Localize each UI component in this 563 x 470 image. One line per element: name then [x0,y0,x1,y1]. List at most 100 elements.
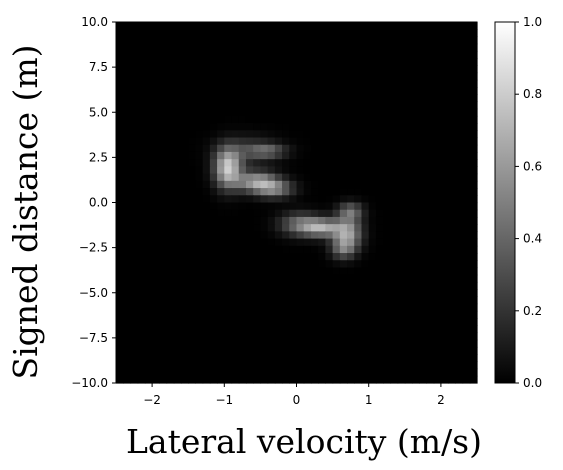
heatmap-cell [397,72,406,81]
heatmap-cell [289,361,298,370]
heatmap-cell [332,195,341,204]
heatmap-cell [274,72,283,81]
heatmap-cell [397,216,406,225]
heatmap-cell [202,115,211,124]
heatmap-cell [339,296,348,305]
heatmap-cell [245,325,254,334]
heatmap-cell [195,195,204,204]
heatmap-cell [426,50,435,59]
heatmap-cell [296,188,305,196]
heatmap-cell [318,29,326,38]
heatmap-cell [310,123,319,131]
heatmap-cell [123,86,132,95]
heatmap-cell [375,289,384,297]
heatmap-cell [238,253,247,261]
heatmap-cell [144,43,153,52]
heatmap-cell [347,65,355,74]
heatmap-cell [245,65,254,74]
heatmap-cell [339,209,348,218]
heatmap-cell [238,339,247,348]
heatmap-cell [440,79,449,88]
heatmap-cell [375,267,384,276]
heatmap-cell [231,325,240,334]
heatmap-cell [375,375,384,384]
heatmap-cell [469,108,478,117]
heatmap-cell [202,209,211,218]
heatmap-cell [361,375,370,384]
heatmap-cell [123,79,132,88]
heatmap-cell [404,260,413,269]
heatmap-cell [274,281,283,290]
heatmap-cell [231,253,240,261]
heatmap-cell [180,108,189,117]
heatmap-cell [368,115,377,124]
heatmap-cell [397,303,406,312]
heatmap-cell [318,267,326,276]
heatmap-cell [282,22,290,30]
heatmap-cell [433,72,442,81]
heatmap-cell [267,166,276,175]
heatmap-cell [130,332,139,341]
heatmap-cell [339,108,348,117]
heatmap-cell [448,303,456,312]
heatmap-cell [383,224,391,232]
heatmap-cell [195,173,204,182]
heatmap-cell [260,173,269,182]
heatmap-cell [260,166,269,175]
heatmap-cell [130,180,139,189]
heatmap-cell [180,281,189,290]
heatmap-cell [368,144,377,153]
heatmap-cell [144,195,153,204]
heatmap-cell [267,346,276,355]
heatmap-cell [325,339,334,348]
heatmap-cell [397,361,406,370]
heatmap-cell [166,245,175,254]
heatmap-cell [231,173,240,182]
heatmap-cell [318,180,326,189]
heatmap-cell [433,296,442,305]
heatmap-cell [339,289,348,297]
heatmap-cell [217,94,225,103]
heatmap-cell [397,29,406,38]
heatmap-cell [188,65,197,74]
heatmap-cell [123,209,132,218]
heatmap-cell [383,245,391,254]
heatmap-cell [462,43,471,52]
heatmap-cell [440,368,449,377]
heatmap-cell [339,123,348,131]
heatmap-cell [238,216,247,225]
heatmap-cell [332,166,341,175]
heatmap-cell [144,209,153,218]
heatmap-cell [310,159,319,167]
heatmap-cell [282,137,290,146]
y-tick-label: 5.0 [89,105,108,119]
y-axis: 10.07.55.02.50.0−2.5−5.0−7.5−10.0 [71,15,116,390]
heatmap-cell [137,115,146,124]
heatmap-cell [332,346,341,355]
heatmap-cell [224,115,233,124]
heatmap-cell [303,238,312,247]
heatmap-cell [296,332,305,341]
heatmap-cell [368,303,377,312]
heatmap-cell [195,72,204,81]
heatmap-cell [267,108,276,117]
heatmap-cell [245,253,254,261]
heatmap-cell [180,245,189,254]
heatmap-cell [253,354,261,362]
heatmap-cell [296,202,305,211]
heatmap-cell [159,94,168,103]
heatmap-cell [253,137,261,146]
heatmap-cell [462,361,471,370]
heatmap-cell [282,115,290,124]
heatmap-cell [267,361,276,370]
heatmap-cell [217,151,225,160]
heatmap-cell [231,58,240,66]
heatmap-cell [152,72,160,81]
heatmap-cell [404,101,413,110]
heatmap-cell [332,332,341,341]
heatmap-cell [347,231,355,240]
heatmap-cell [303,310,312,319]
heatmap-cell [195,137,204,146]
heatmap-cell [354,368,363,377]
heatmap-cell [137,368,146,377]
